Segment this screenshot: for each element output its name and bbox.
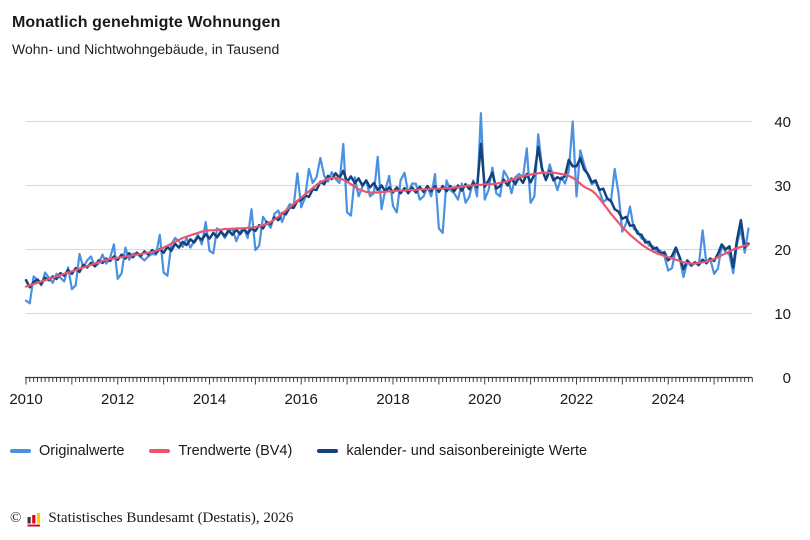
svg-text:2012: 2012 [101, 391, 134, 408]
chart-legend: Originalwerte Trendwerte (BV4) kalender-… [10, 443, 587, 459]
source-text: Statistisches Bundesamt (Destatis), 2026 [48, 510, 294, 526]
x-axis-ticks [25, 376, 753, 385]
svg-text:10: 10 [774, 306, 791, 323]
source-footer: © Statistisches Bundesamt (Destatis), 20… [10, 510, 293, 527]
chart-subtitle: Wohn- und Nichtwohngebäude, in Tausend [12, 41, 280, 57]
chart-title: Monatlich genehmigte Wohnungen [12, 14, 281, 31]
svg-text:20: 20 [774, 242, 791, 259]
svg-text:30: 30 [774, 178, 791, 195]
svg-text:2022: 2022 [560, 391, 593, 408]
x-axis-labels: 2010 2012 2014 2016 2018 2020 2022 2024 [9, 391, 685, 408]
series-lines [24, 112, 750, 305]
svg-text:2018: 2018 [376, 391, 409, 408]
legend-item-originalwerte: Originalwerte [10, 443, 124, 459]
destatis-bar-chart-icon [27, 512, 41, 526]
series-line-0 [24, 112, 750, 305]
chart-header: Monatlich genehmigte Wohnungen Wohn- und… [12, 14, 280, 57]
svg-text:2014: 2014 [193, 391, 226, 408]
legend-label-trendwerte: Trendwerte (BV4) [178, 443, 293, 459]
y-axis-labels: 0 10 20 30 40 [774, 114, 791, 387]
copyright-symbol: © [10, 510, 22, 526]
gridlines [26, 121, 752, 314]
legend-swatch-trendwerte-icon [149, 449, 171, 453]
svg-text:2010: 2010 [9, 391, 42, 408]
svg-text:2024: 2024 [652, 391, 685, 408]
legend-label-originalwerte: Originalwerte [39, 443, 125, 459]
series-line-1 [24, 171, 750, 288]
legend-item-saisonbereinigt: kalender- und saisonbereinigte Werte [317, 443, 587, 459]
series-line-2 [24, 142, 750, 289]
legend-item-trendwerte: Trendwerte (BV4) [149, 443, 292, 459]
svg-text:0: 0 [783, 370, 791, 387]
svg-text:2016: 2016 [285, 391, 318, 408]
legend-swatch-saisonbereinigt-icon [317, 449, 339, 453]
legend-swatch-originalwerte-icon [10, 449, 31, 453]
legend-label-saisonbereinigt: kalender- und saisonbereinigte Werte [346, 443, 588, 459]
svg-text:2020: 2020 [468, 391, 501, 408]
svg-text:40: 40 [774, 114, 791, 131]
